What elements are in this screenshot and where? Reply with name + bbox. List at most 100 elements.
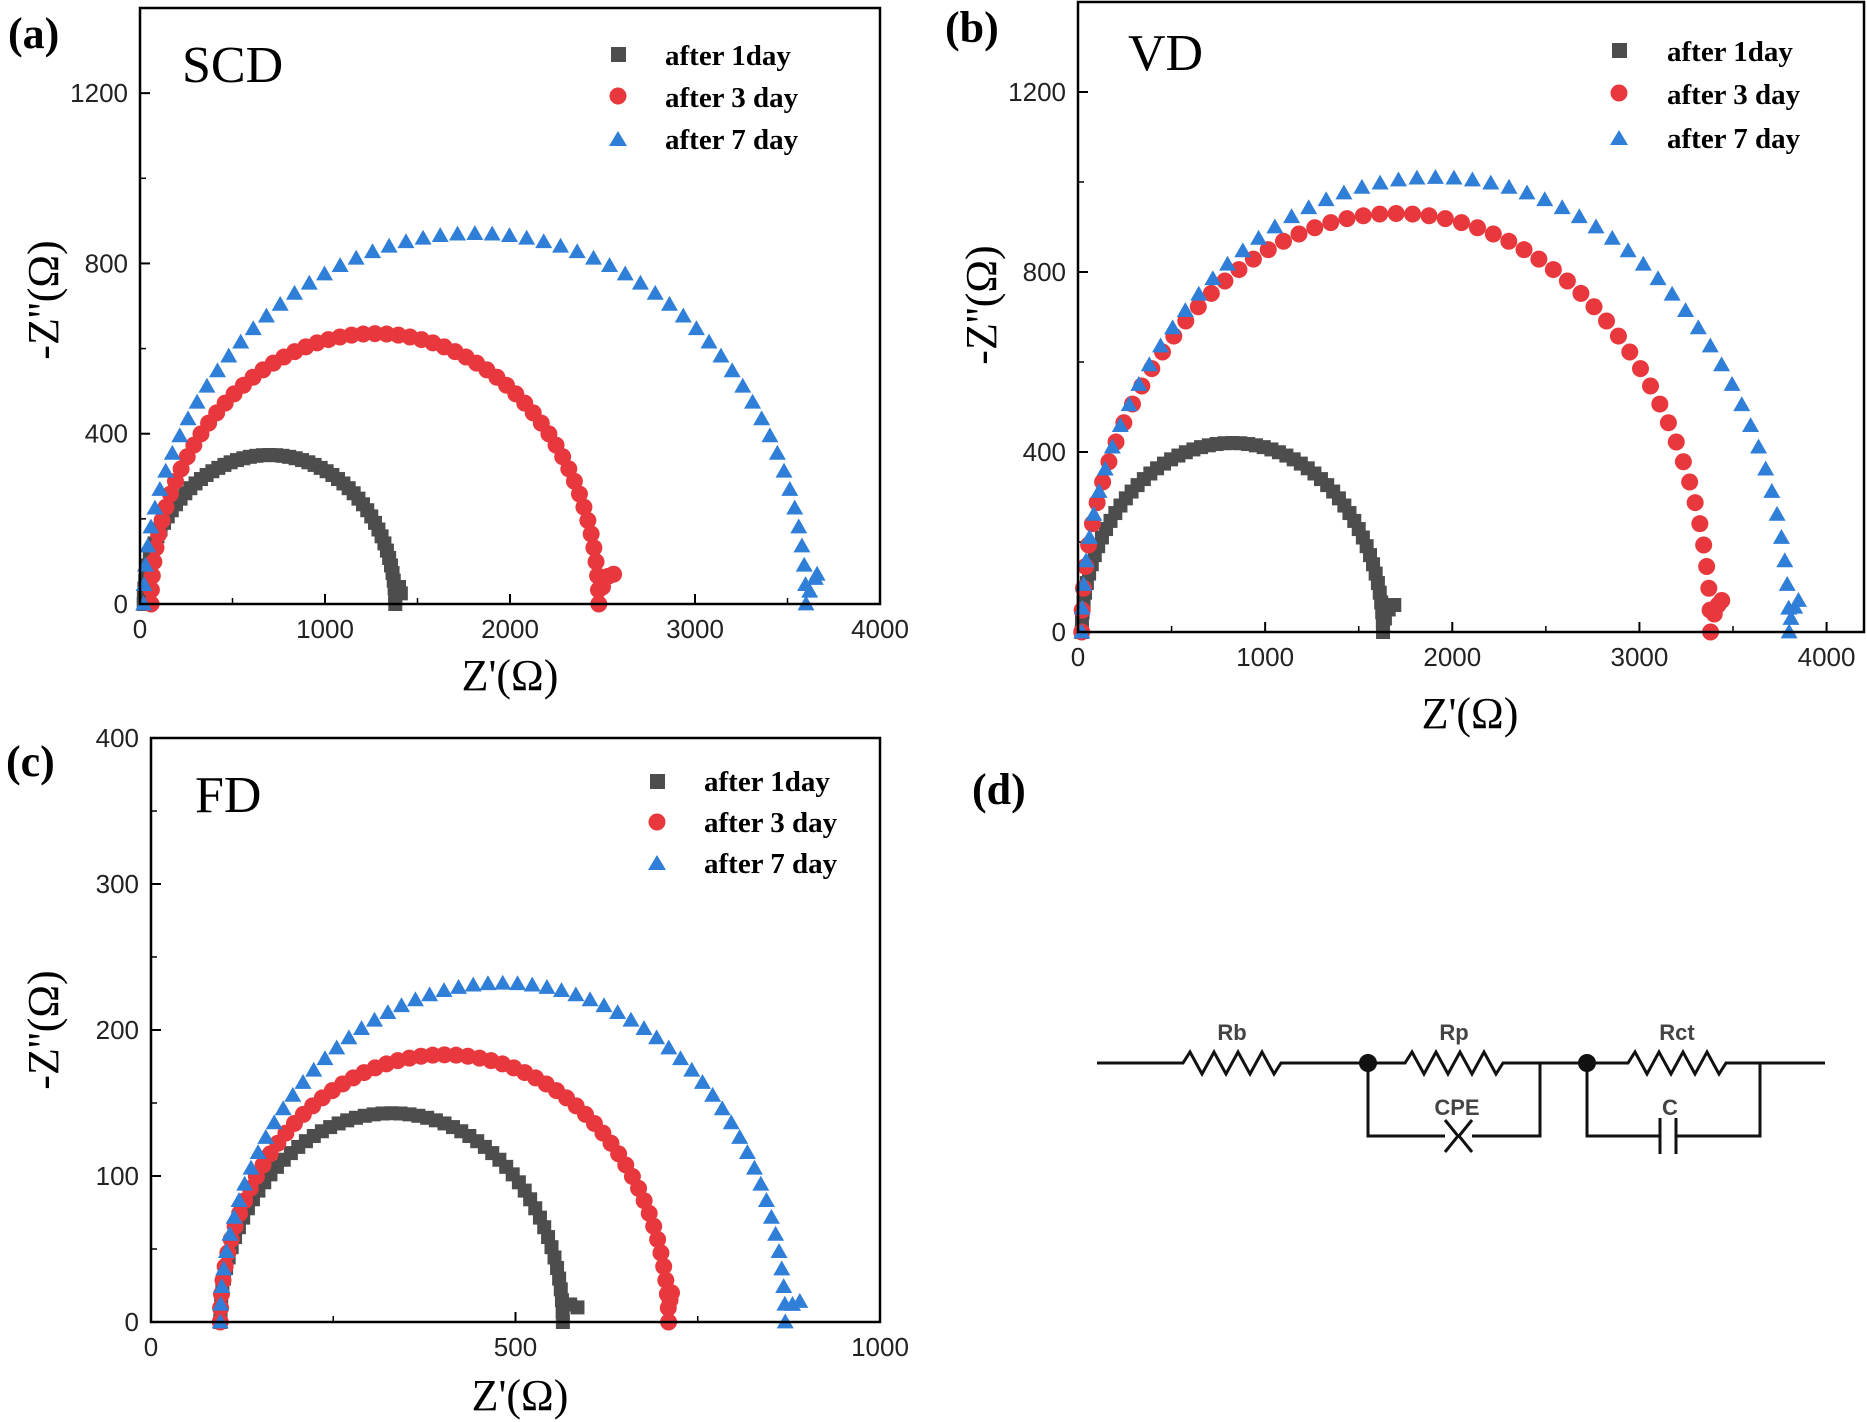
data-point-triangle [773,1260,791,1276]
data-point-triangle [285,284,303,300]
panel-a-label: (a) [8,9,59,58]
x-tick-label: 1000 [851,1332,909,1362]
data-point-circle [1695,536,1713,554]
data-point-triangle [220,347,238,363]
data-point-circle [1484,225,1502,243]
data-point-triangle [421,986,439,1002]
data-point-triangle [723,362,741,378]
legend-label-3: after 7 day [665,124,799,156]
data-point-triangle [479,975,497,991]
data-point-triangle [300,274,318,290]
data-point-triangle [1371,174,1389,190]
data-point-triangle [1701,337,1719,353]
data-point-triangle [781,481,799,496]
data-point-circle [587,553,605,571]
data-point-triangle [1408,169,1426,185]
circuit-diagram [1097,1048,1825,1154]
data-point-circle [1698,558,1716,576]
data-point-triangle [793,537,811,553]
data-point-triangle [294,1073,312,1089]
data-point-triangle [340,1029,358,1045]
y-tick-label: 400 [85,419,128,449]
data-point-triangle [450,978,468,994]
data-point-circle [579,511,597,529]
data-point-triangle [212,1295,230,1311]
data-point-triangle [1536,191,1554,207]
y-tick-label: 800 [85,248,128,278]
data-point-triangle [757,1192,775,1207]
data-point-triangle [1317,191,1335,207]
data-point-triangle [713,1100,731,1116]
y-tick-label: 200 [96,1015,139,1045]
data-point-circle [655,1257,673,1275]
data-point-triangle [567,986,585,1002]
data-point-triangle [801,582,819,598]
y-tick-label: 0 [125,1307,139,1337]
data-point-triangle [1219,255,1237,271]
x-tick-label: 4000 [851,614,909,644]
data-point-triangle [595,997,613,1013]
data-point-triangle [1335,184,1353,200]
data-point-circle [1371,205,1389,223]
data-point-triangle [622,1011,640,1027]
data-point-triangle [1634,255,1652,271]
x-tick-label: 0 [1071,642,1085,672]
data-point-triangle [552,982,570,998]
data-point-triangle [435,982,453,998]
data-point-circle [1598,312,1616,330]
panel-a-plot: 0 1000 2000 3000 4000 0 400 800 1200 [70,78,909,644]
panel-b-xlabel: Z'(Ω) [1422,689,1519,738]
x-tick-label: 1000 [296,614,354,644]
data-point-circle [652,1244,670,1262]
data-point-triangle [364,243,382,259]
x-tick-label: 0 [133,614,147,644]
data-point-triangle [242,1159,260,1175]
panel-a: (a) 0 1000 2000 3000 4000 0 400 800 1200 SCD Z'(… [8,6,909,700]
data-point-triangle [1353,178,1371,194]
data-point-triangle [646,284,664,300]
legend-marker-2 [1610,84,1628,102]
data-point-triangle [1190,285,1208,301]
data-point-triangle [1603,229,1621,245]
data-point-triangle [738,1144,756,1160]
data-point-triangle [712,347,730,363]
data-point-triangle [1283,208,1301,224]
data-point-triangle [1713,356,1731,372]
data-point-triangle [1772,529,1790,544]
panel-b-title: VD [1128,25,1203,82]
panel-d: (d) Rb Rp Rct CPE C [972,765,1825,1154]
data-point-triangle [137,556,155,572]
y-tick-label: 1200 [70,78,128,108]
data-point-circle [1530,250,1548,268]
data-point-triangle [249,1144,267,1160]
data-point-circle [1469,219,1487,237]
panel-b-frame [1076,0,1866,634]
data-point-triangle [722,1114,740,1130]
resistor-rp [1368,1048,1540,1078]
x-tick-label: 1000 [1236,642,1294,672]
data-point-triangle [1075,575,1093,591]
legend-label-1: after 1day [1667,36,1793,68]
data-point-triangle [1553,199,1571,215]
data-point-triangle [1750,438,1768,454]
resistor-rb [1097,1048,1368,1078]
data-point-triangle [535,233,553,249]
data-point-triangle [208,362,226,378]
x-tick-label: 2000 [1423,642,1481,672]
data-point-circle [157,498,175,516]
data-point-square [552,1271,567,1286]
data-point-circle [1306,219,1324,237]
data-point-triangle [693,1073,711,1089]
data-point-triangle [1482,174,1500,190]
panel-b: (b) 0 1000 2000 3000 4000 0 400 800 1200 VD Z'(Ω… [945,0,1866,738]
data-point-triangle [568,243,586,259]
label-rb: Rb [1217,1020,1246,1045]
data-point-triangle [704,1086,722,1102]
data-point-triangle [660,295,678,311]
panel-c-xlabel: Z'(Ω) [472,1371,569,1420]
data-point-triangle [1130,375,1148,391]
data-point-triangle [768,444,786,460]
data-point-triangle [284,1086,302,1102]
panel-b-legend: after 1day after 3 day after 7 day [1610,36,1801,155]
